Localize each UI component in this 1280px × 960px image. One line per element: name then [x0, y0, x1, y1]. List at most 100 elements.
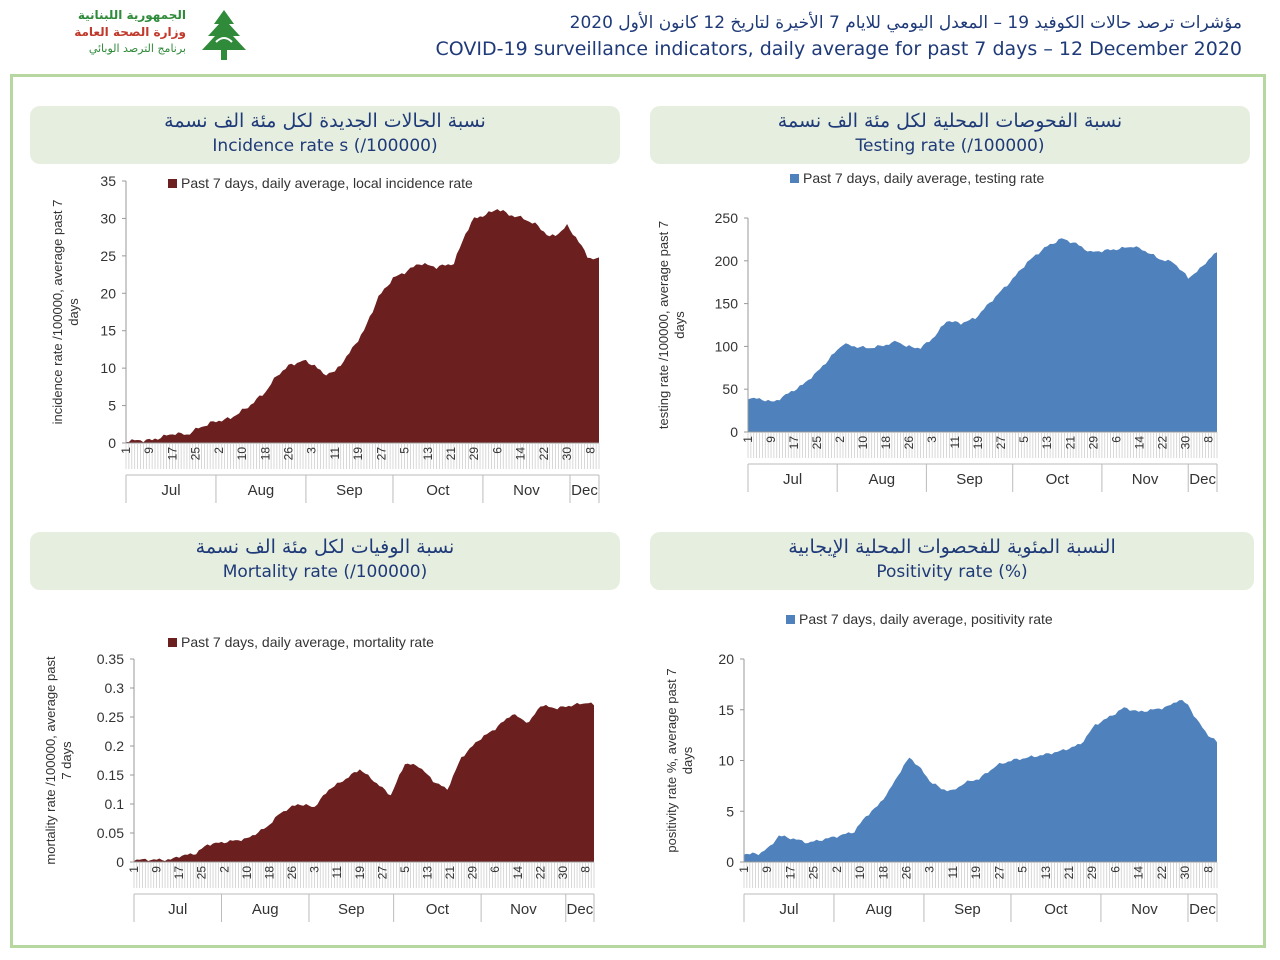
- mortality-x-tick-label: 21: [443, 866, 457, 880]
- positivity-x-tick-label: 18: [876, 866, 890, 880]
- positivity-title-arabic: النسبة المئوية للفحصوات المحلية الإيجابي…: [788, 536, 1116, 558]
- testing-x-tick-label: 30: [1178, 436, 1192, 450]
- incidence-x-tick-label: 22: [537, 447, 551, 461]
- logo-ministry-text: وزارة الصحة العامة: [74, 25, 186, 39]
- testing-x-tick-label: 27: [994, 436, 1008, 450]
- mortality-y-axis-title: mortality rate /100000, average past7 da…: [43, 656, 74, 865]
- testing-legend-swatch: [790, 174, 799, 183]
- testing-month-label: Jul: [783, 471, 802, 488]
- testing-y-tick-label: 50: [722, 381, 738, 397]
- incidence-title-arabic: نسبة الحالات الجديدة لكل مئة الف نسمة: [164, 110, 486, 132]
- testing-x-tick-label: 19: [971, 436, 985, 450]
- positivity-y-axis-title-line: days: [680, 746, 695, 774]
- testing-x-tick-label: 8: [1201, 436, 1215, 443]
- cedar-icon: [202, 10, 246, 60]
- positivity-x-tick-label: 13: [1039, 866, 1053, 880]
- mortality-x-tick-label: 3: [308, 866, 322, 873]
- testing-x-tick-label: 26: [902, 436, 916, 450]
- incidence-legend-label: Past 7 days, daily average, local incide…: [181, 175, 473, 191]
- report-title-english: COVID-19 surveillance indicators, daily …: [435, 38, 1243, 60]
- logo-program-text: برنامج الترصد الوبائي: [88, 42, 186, 55]
- testing-x-tick-label: 17: [787, 436, 801, 450]
- positivity-y-axis-title-line: positivity rate %, average past 7: [664, 668, 679, 852]
- mortality-month-label: Dec: [567, 901, 594, 918]
- mortality-month-label: Sep: [338, 901, 365, 918]
- positivity-title-english: Positivity rate (%): [876, 562, 1028, 582]
- mortality-legend-label: Past 7 days, daily average, mortality ra…: [181, 634, 434, 650]
- testing-x-tick-label: 18: [879, 436, 893, 450]
- testing-x-tick-label: 13: [1040, 436, 1054, 450]
- testing-x-tick-label: 5: [1017, 436, 1031, 443]
- mortality-y-axis-title-line: mortality rate /100000, average past: [43, 656, 58, 865]
- positivity-x-tick-label: 25: [807, 866, 821, 880]
- positivity-x-tick-label: 14: [1132, 866, 1146, 880]
- testing-x-tick-label: 3: [925, 436, 939, 443]
- mortality-month-label: Oct: [426, 901, 450, 918]
- positivity-legend-swatch: [786, 615, 795, 624]
- mortality-x-tick-label: 5: [398, 866, 412, 873]
- mortality-panel-title: نسبة الوفيات لكل مئة الف نسمة Mortality …: [30, 532, 620, 590]
- incidence-x-tick-label: 3: [305, 447, 319, 454]
- testing-month-label: Sep: [956, 471, 983, 488]
- incidence-y-tick-label: 20: [100, 285, 116, 301]
- positivity-x-tick-label: 27: [992, 866, 1006, 880]
- mortality-x-tick-label: 25: [195, 866, 209, 880]
- testing-month-label: Aug: [868, 471, 895, 488]
- testing-y-tick-label: 100: [715, 338, 739, 354]
- incidence-month-label: Sep: [336, 482, 363, 499]
- mortality-y-tick-label: 0.2: [105, 738, 125, 754]
- testing-y-tick-label: 0: [730, 424, 738, 440]
- incidence-y-tick-label: 10: [100, 360, 116, 376]
- mortality-y-tick-label: 0.05: [97, 825, 124, 841]
- mortality-x-tick-label: 13: [421, 866, 435, 880]
- positivity-y-axis-title: positivity rate %, average past 7days: [664, 668, 695, 852]
- incidence-x-tick-label: 6: [490, 447, 504, 454]
- positivity-x-tick-label: 30: [1178, 866, 1192, 880]
- positivity-x-tick-label: 6: [1108, 866, 1122, 873]
- incidence-y-axis-title-line: days: [66, 298, 81, 326]
- incidence-y-tick-label: 25: [100, 248, 116, 264]
- testing-x-tick-label: 2: [833, 436, 847, 443]
- incidence-x-tick-label: 18: [258, 447, 272, 461]
- positivity-month-label: Nov: [1131, 901, 1158, 918]
- testing-x-tick-label: 1: [741, 436, 755, 443]
- positivity-month-label: Oct: [1044, 901, 1068, 918]
- mortality-y-tick-label: 0.35: [97, 651, 124, 667]
- mortality-x-tick-label: 19: [353, 866, 367, 880]
- mortality-x-tick-label: 9: [150, 866, 164, 873]
- mortality-x-tick-label: 29: [466, 866, 480, 880]
- positivity-x-tick-label: 29: [1085, 866, 1099, 880]
- incidence-y-axis-title-line: incidence rate /100000, average past 7: [50, 200, 65, 425]
- mortality-y-tick-label: 0.15: [97, 767, 124, 783]
- positivity-x-tick-label: 26: [900, 866, 914, 880]
- incidence-x-tick-label: 19: [351, 447, 365, 461]
- mortality-month-label: Jul: [168, 901, 187, 918]
- incidence-y-tick-label: 0: [108, 435, 116, 451]
- positivity-x-tick-label: 11: [946, 866, 960, 879]
- mortality-x-tick-label: 26: [285, 866, 299, 880]
- testing-y-axis-title-line: testing rate /100000, average past 7: [656, 221, 671, 429]
- testing-month-label: Oct: [1046, 471, 1070, 488]
- mortality-month-label: Nov: [510, 901, 537, 918]
- testing-legend-label: Past 7 days, daily average, testing rate: [803, 170, 1044, 186]
- positivity-month-label: Jul: [779, 901, 798, 918]
- positivity-month-label: Dec: [1189, 901, 1216, 918]
- incidence-month-label: Oct: [426, 482, 450, 499]
- ministry-logo: الجمهورية اللبنانية وزارة الصحة العامة ب…: [58, 6, 258, 64]
- mortality-x-tick-label: 22: [533, 866, 547, 880]
- incidence-x-tick-label: 9: [142, 447, 156, 454]
- mortality-chart-group: 00.050.10.150.20.250.30.351 9 17 25 2 10 18 26 3…: [43, 634, 595, 922]
- positivity-y-tick-label: 15: [718, 702, 734, 718]
- incidence-x-tick-label: 11: [328, 447, 342, 460]
- mortality-y-tick-label: 0: [116, 854, 124, 870]
- mortality-y-axis-title-line: 7 days: [59, 741, 74, 780]
- incidence-x-tick-label: 25: [189, 447, 203, 461]
- incidence-x-tick-label: 21: [444, 447, 458, 461]
- positivity-x-tick-label: 3: [923, 866, 937, 873]
- testing-x-tick-label: 21: [1063, 436, 1077, 450]
- testing-title-arabic: نسبة الفحوصات المحلية لكل مئة الف نسمة: [777, 110, 1123, 132]
- testing-month-label: Nov: [1132, 471, 1159, 488]
- testing-x-tick-label: 29: [1086, 436, 1100, 450]
